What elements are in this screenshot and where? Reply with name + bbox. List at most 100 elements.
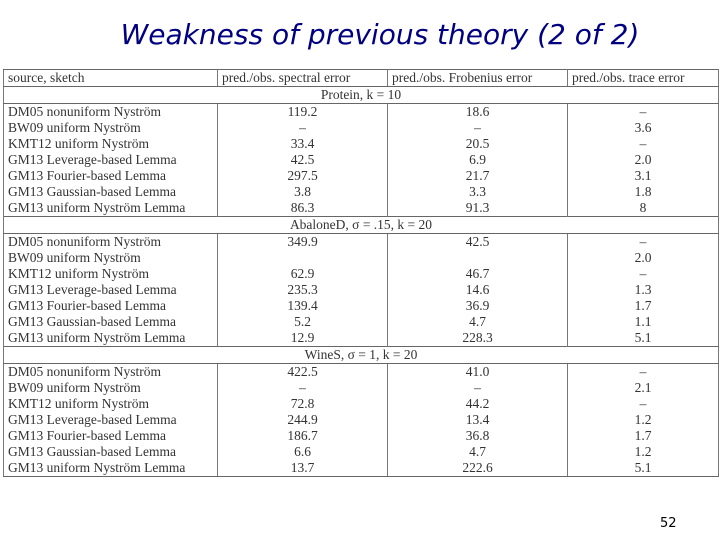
table-cell: 36.9 bbox=[387, 298, 568, 314]
table-cell: 3.8 bbox=[217, 184, 388, 200]
table-cell bbox=[217, 250, 388, 266]
table-cell: 1.3 bbox=[567, 282, 719, 298]
table-cell: 1.7 bbox=[567, 298, 719, 314]
table-cell: 33.4 bbox=[217, 136, 388, 152]
table-cell: – bbox=[567, 136, 719, 152]
table-cell: 3.3 bbox=[387, 184, 568, 200]
table-cell: – bbox=[387, 120, 568, 136]
table-cell: 1.2 bbox=[567, 444, 719, 460]
table-row: GM13 uniform Nyström Lemma 86.3 91.3 8 bbox=[3, 200, 719, 217]
table-cell: 4.7 bbox=[387, 444, 568, 460]
table-cell: 62.9 bbox=[217, 266, 388, 282]
table-cell: 235.3 bbox=[217, 282, 388, 298]
row-label: GM13 Gaussian-based Lemma bbox=[3, 184, 218, 200]
table-cell: – bbox=[567, 103, 719, 120]
table-cell: 44.2 bbox=[387, 396, 568, 412]
table-cell: 2.1 bbox=[567, 380, 719, 396]
table-row: KMT12 uniform Nyström 62.9 46.7– bbox=[3, 266, 719, 282]
page-number: 52 bbox=[660, 516, 677, 531]
table-cell: – bbox=[217, 120, 388, 136]
table-cell: 2.0 bbox=[567, 152, 719, 168]
row-label: BW09 uniform Nyström bbox=[3, 380, 218, 396]
table-row: DM05 nonuniform Nyström 119.2 18.6– bbox=[3, 103, 719, 120]
section-row: WineS, σ = 1, k = 20 bbox=[3, 346, 719, 364]
table-cell: 186.7 bbox=[217, 428, 388, 444]
table-cell: 91.3 bbox=[387, 200, 568, 217]
row-label: BW09 uniform Nyström bbox=[3, 250, 218, 266]
table-row: GM13 uniform Nyström Lemma 12.9 228.3 5.1 bbox=[3, 330, 719, 347]
table-cell: 6.6 bbox=[217, 444, 388, 460]
table-cell: 244.9 bbox=[217, 412, 388, 428]
table-row: GM13 Leverage-based Lemma 42.5 6.9 2.0 bbox=[3, 152, 719, 168]
column-header: source, sketch bbox=[3, 69, 218, 87]
table-cell: 1.8 bbox=[567, 184, 719, 200]
table-row: GM13 Fourier-based Lemma 297.5 21.7 3.1 bbox=[3, 168, 719, 184]
table-cell: 297.5 bbox=[217, 168, 388, 184]
row-label: GM13 uniform Nyström Lemma bbox=[3, 460, 218, 477]
row-label: KMT12 uniform Nyström bbox=[3, 136, 218, 152]
table-row: DM05 nonuniform Nyström 422.5 41.0– bbox=[3, 363, 719, 380]
row-label: GM13 Fourier-based Lemma bbox=[3, 168, 218, 184]
table-cell: 3.1 bbox=[567, 168, 719, 184]
section-title: WineS, σ = 1, k = 20 bbox=[3, 346, 719, 364]
table-cell: 228.3 bbox=[387, 330, 568, 347]
section-title: AbaloneD, σ = .15, k = 20 bbox=[3, 216, 719, 234]
row-label: GM13 Leverage-based Lemma bbox=[3, 152, 218, 168]
row-label: GM13 Gaussian-based Lemma bbox=[3, 314, 218, 330]
table-row: GM13 Gaussian-based Lemma 5.2 4.7 1.1 bbox=[3, 314, 719, 330]
table-cell: 3.6 bbox=[567, 120, 719, 136]
table-row: KMT12 uniform Nyström 72.8 44.2– bbox=[3, 396, 719, 412]
table-cell: 2.0 bbox=[567, 250, 719, 266]
table-cell: – bbox=[567, 363, 719, 380]
table-row: BW09 uniform Nyström – –3.6 bbox=[3, 120, 719, 136]
row-label: GM13 Fourier-based Lemma bbox=[3, 298, 218, 314]
table-row: GM13 uniform Nyström Lemma 13.7 222.6 5.1 bbox=[3, 460, 719, 477]
table-cell: 21.7 bbox=[387, 168, 568, 184]
column-header: pred./obs. Frobenius error bbox=[387, 69, 568, 87]
column-header: pred./obs. spectral error bbox=[217, 69, 388, 87]
table-cell: 20.5 bbox=[387, 136, 568, 152]
table-cell: 222.6 bbox=[387, 460, 568, 477]
table-cell: 13.7 bbox=[217, 460, 388, 477]
table-cell: 8 bbox=[567, 200, 719, 217]
table-cell: 12.9 bbox=[217, 330, 388, 347]
table-cell: – bbox=[567, 233, 719, 250]
table-cell: 42.5 bbox=[387, 233, 568, 250]
row-label: GM13 Leverage-based Lemma bbox=[3, 282, 218, 298]
row-label: BW09 uniform Nyström bbox=[3, 120, 218, 136]
table-cell: 5.1 bbox=[567, 330, 719, 347]
table-cell: 41.0 bbox=[387, 363, 568, 380]
table-row: GM13 Gaussian-based Lemma 6.6 4.7 1.2 bbox=[3, 444, 719, 460]
table-row: DM05 nonuniform Nyström 349.9 42.5– bbox=[3, 233, 719, 250]
table-cell: 36.8 bbox=[387, 428, 568, 444]
table-row: GM13 Fourier-based Lemma 186.7 36.8 1.7 bbox=[3, 428, 719, 444]
table-cell: – bbox=[567, 396, 719, 412]
row-label: GM13 uniform Nyström Lemma bbox=[3, 200, 218, 217]
table-cell: 18.6 bbox=[387, 103, 568, 120]
table-cell: – bbox=[387, 380, 568, 396]
table-cell: 6.9 bbox=[387, 152, 568, 168]
table-cell: 5.1 bbox=[567, 460, 719, 477]
row-label: GM13 Gaussian-based Lemma bbox=[3, 444, 218, 460]
table-row: GM13 Fourier-based Lemma 139.4 36.9 1.7 bbox=[3, 298, 719, 314]
column-header: pred./obs. trace error bbox=[567, 69, 719, 87]
table-cell: 86.3 bbox=[217, 200, 388, 217]
table-row: GM13 Leverage-based Lemma 244.9 13.4 1.2 bbox=[3, 412, 719, 428]
table-cell: 13.4 bbox=[387, 412, 568, 428]
table-row: KMT12 uniform Nyström 33.4 20.5– bbox=[3, 136, 719, 152]
table-cell: 422.5 bbox=[217, 363, 388, 380]
table-row: BW09 uniform Nyström 2.0 bbox=[3, 250, 719, 266]
row-label: GM13 uniform Nyström Lemma bbox=[3, 330, 218, 347]
section-row: Protein, k = 10 bbox=[3, 86, 719, 104]
row-label: KMT12 uniform Nyström bbox=[3, 396, 218, 412]
table-cell: – bbox=[217, 380, 388, 396]
table-cell: 42.5 bbox=[217, 152, 388, 168]
section-row: AbaloneD, σ = .15, k = 20 bbox=[3, 216, 719, 234]
table-cell: 139.4 bbox=[217, 298, 388, 314]
row-label: KMT12 uniform Nyström bbox=[3, 266, 218, 282]
row-label: DM05 nonuniform Nyström bbox=[3, 233, 218, 250]
table-row: GM13 Leverage-based Lemma 235.3 14.6 1.3 bbox=[3, 282, 719, 298]
table-cell: 1.2 bbox=[567, 412, 719, 428]
table-cell: 1.1 bbox=[567, 314, 719, 330]
